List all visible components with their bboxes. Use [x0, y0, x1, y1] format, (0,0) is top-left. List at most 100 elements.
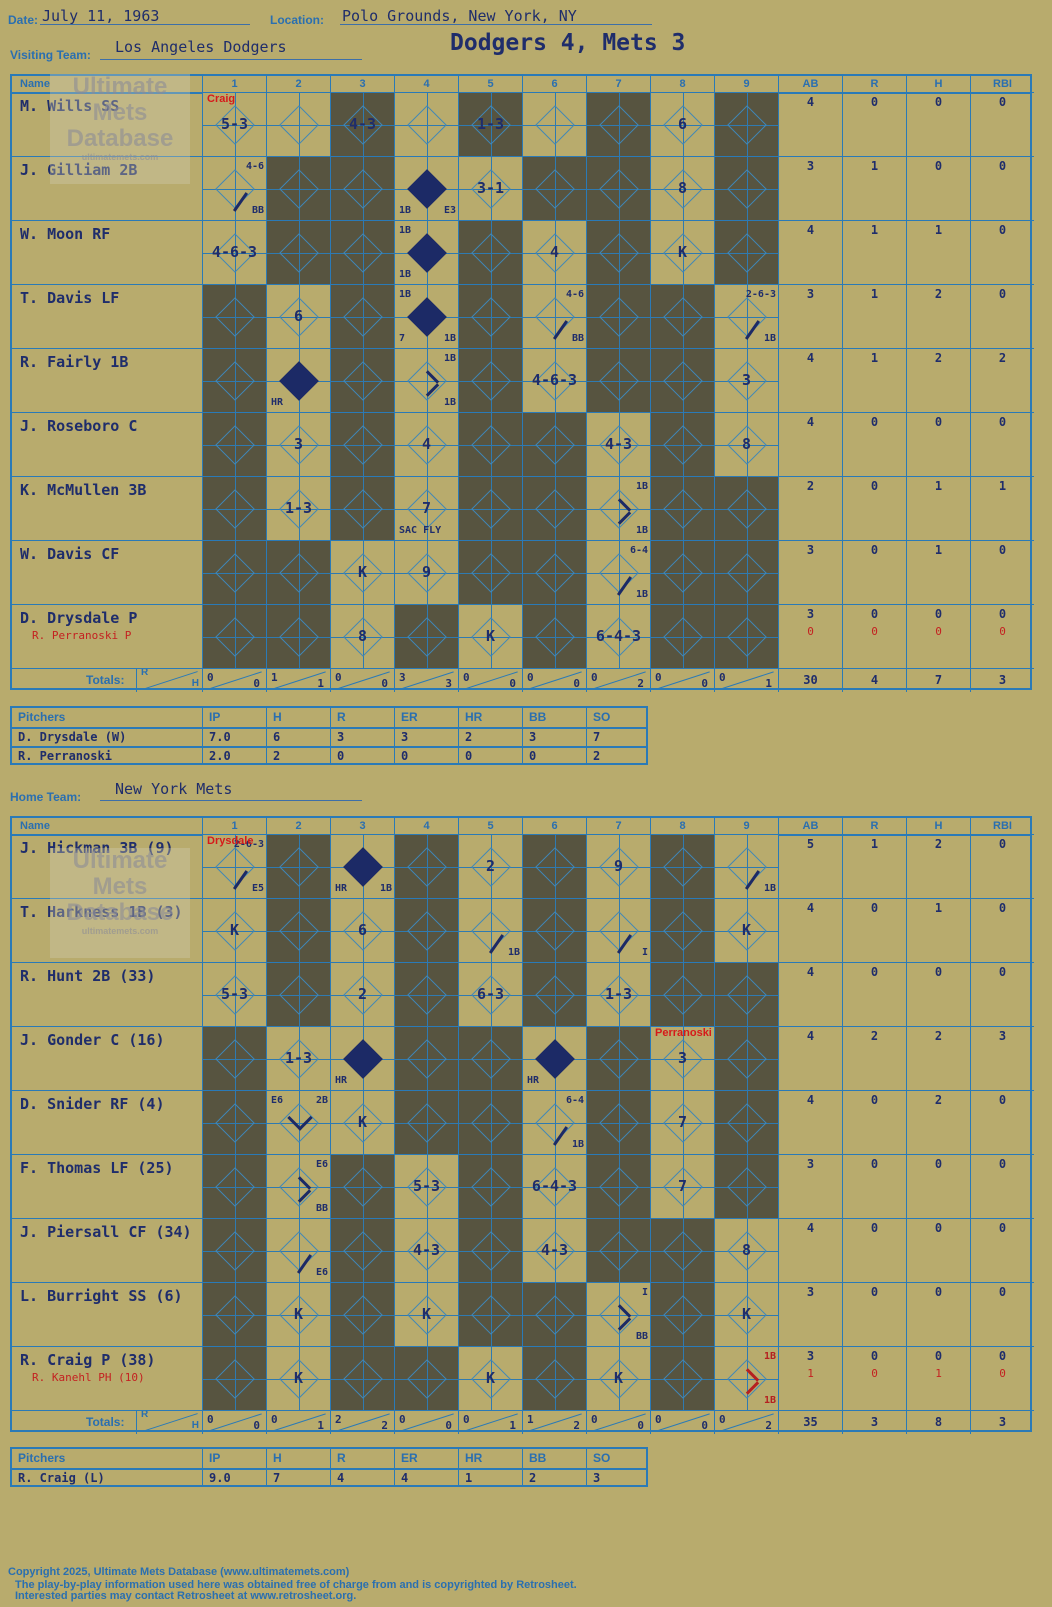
pitcher-stat: 0 [522, 748, 586, 765]
stat-value: 0 [870, 1285, 879, 1299]
cell-guide [715, 1251, 778, 1252]
inning-hits: 3 [445, 677, 452, 690]
cell-guide [331, 1315, 394, 1316]
base-diamond [471, 911, 511, 951]
at-bat-cell: 3 Perranoski [650, 1026, 714, 1090]
at-bat-cell: K [458, 604, 522, 668]
cell-guide [427, 899, 428, 962]
at-bat-cell [330, 156, 394, 220]
at-bat-cell [330, 476, 394, 540]
cell-guide [235, 1347, 236, 1410]
base-diamond [535, 1295, 575, 1335]
base-diamond [727, 233, 767, 273]
base-diamond [663, 425, 703, 465]
inning-runs: 0 [463, 671, 470, 684]
at-bat-cell: 6 [330, 898, 394, 962]
stat-value: 0 [870, 1157, 879, 1171]
cell-guide [619, 1347, 620, 1410]
stat-cell: 4 [778, 1090, 842, 1154]
at-bat-cell: 4-3 [522, 1218, 586, 1282]
at-bat-cell: 2-6-3 E5 Drysdale [202, 834, 266, 898]
cell-guide [619, 1283, 620, 1346]
stat-cell: 0 [970, 284, 1034, 348]
pitchers-header-cell: HR [458, 1449, 522, 1468]
play-result: 7 [421, 499, 432, 517]
inning-runs: 0 [591, 1413, 598, 1426]
cell-guide [235, 899, 236, 962]
cell-guide [427, 349, 428, 412]
stat-header-r: R [842, 818, 906, 834]
stat-value: 0 [998, 287, 1007, 301]
play-note: 2-6-3 [233, 839, 264, 850]
inning-hits: 0 [509, 677, 516, 690]
stat-cell: 0 [842, 962, 906, 1026]
at-bat-cell [522, 540, 586, 604]
cell-guide [267, 867, 330, 868]
cell-guide [395, 509, 458, 510]
cell-guide [235, 963, 236, 1026]
cell-guide [363, 1155, 364, 1218]
base-diamond [535, 975, 575, 1015]
at-bat-cell: E6 2B [266, 1090, 330, 1154]
at-bat-cell [458, 348, 522, 412]
cell-guide [203, 445, 266, 446]
at-bat-cell: 4-3 [330, 92, 394, 156]
stat-cell: 3 [778, 156, 842, 220]
cell-guide [619, 93, 620, 156]
cell-guide [427, 93, 428, 156]
base-diamond [599, 1103, 639, 1143]
at-bat-cell: 2 [330, 962, 394, 1026]
cell-guide [299, 541, 300, 604]
cell-guide [683, 1027, 684, 1090]
watermark-logo: Ultimate Mets Database ultimatemets.com [50, 74, 190, 184]
stat-cell: 2 [906, 834, 970, 898]
stat-value: 4 [806, 1029, 815, 1043]
at-bat-cell: 7 SAC FLY [394, 476, 458, 540]
player-name: K. McMullen 3B [20, 481, 147, 499]
base-diamond [279, 911, 319, 951]
inning-runs: 0 [399, 1413, 406, 1426]
at-bat-cell [330, 1154, 394, 1218]
cell-guide [587, 1187, 650, 1188]
pitcher-stat: R. Perranoski [18, 749, 112, 763]
cell-guide [523, 381, 586, 382]
cell-guide [235, 1219, 236, 1282]
at-bat-cell: 4-3 [586, 412, 650, 476]
game-location: Polo Grounds, New York, NY [342, 7, 577, 25]
cell-guide [619, 1027, 620, 1090]
cell-guide [267, 995, 330, 996]
stat-value: 3 [998, 1029, 1007, 1043]
play-note: 1B [399, 289, 412, 300]
base-diamond [279, 233, 319, 273]
cell-guide [555, 477, 556, 540]
watermark-logo-home: Ultimate Mets Database ultimatemets.com [50, 848, 190, 958]
at-bat-cell: 4-6 BB [202, 156, 266, 220]
pitchers-header-cell: SO [586, 708, 650, 727]
at-bat-cell [586, 1090, 650, 1154]
at-bat-cell [458, 1218, 522, 1282]
at-bat-cell [330, 220, 394, 284]
stat-value: 0 [998, 159, 1007, 173]
date-label: Date: [8, 13, 39, 27]
base-diamond [727, 1103, 767, 1143]
pitchers-header-cell: H [266, 1449, 330, 1468]
inning-hits: 0 [637, 1419, 644, 1432]
cell-guide [651, 931, 714, 932]
cell-guide [587, 931, 650, 932]
inning-header: 4 [394, 818, 458, 834]
pitcher-row: R. Perranoski 2.0 2 0 0 0 0 2 [12, 746, 646, 765]
cell-guide [203, 1187, 266, 1188]
play-result: K [421, 1305, 432, 1323]
at-bat-cell [650, 540, 714, 604]
at-bat-cell: 9 [586, 834, 650, 898]
base-diamond [279, 1231, 319, 1271]
cell-guide [331, 317, 394, 318]
stat-cell: 2 [906, 1090, 970, 1154]
at-bat-cell [202, 348, 266, 412]
base-diamond [407, 847, 447, 887]
stat-cell: 1 [906, 476, 970, 540]
cell-guide [331, 189, 394, 190]
cell-guide [651, 1315, 714, 1316]
